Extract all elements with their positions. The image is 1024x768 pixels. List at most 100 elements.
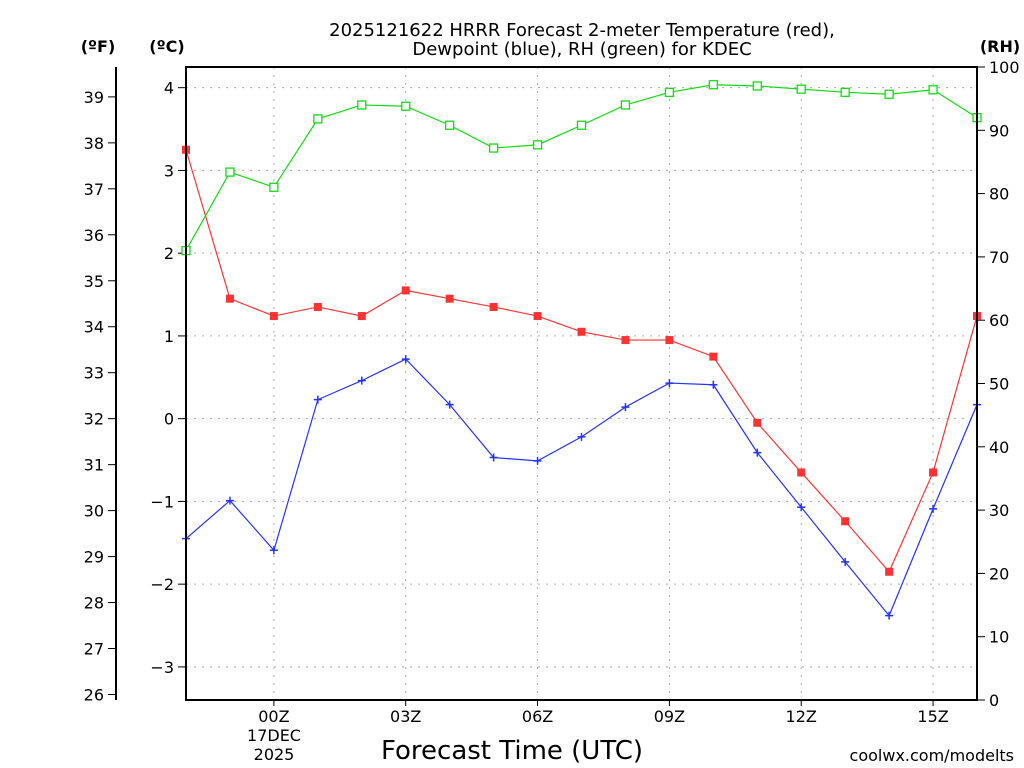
dewpoint-point	[225, 496, 234, 505]
dewpoint-point	[313, 395, 322, 404]
rh-point	[796, 84, 806, 94]
fahrenheit-tick-label: 30	[84, 502, 104, 521]
fahrenheit-tick-label: 36	[84, 226, 104, 245]
celsius-tick-label: 2	[164, 244, 174, 263]
celsius-tick-label: −3	[150, 658, 174, 677]
temperature-point	[621, 336, 630, 345]
celsius-tick-label: 3	[164, 161, 174, 180]
fahrenheit-tick-label: 31	[84, 456, 104, 475]
rh-point	[576, 120, 587, 130]
rh-point	[445, 120, 455, 130]
x-tick-label: 00Z	[258, 707, 289, 726]
rh-point	[840, 87, 850, 97]
rh-point	[225, 167, 235, 177]
x-tick-label: 12Z	[786, 707, 817, 726]
dewpoint-point	[621, 403, 630, 412]
rh-point	[884, 89, 894, 99]
dewpoint-point	[269, 546, 278, 555]
temperature-point	[489, 302, 498, 311]
celsius-tick-label: 4	[164, 79, 174, 98]
temperature-point	[533, 312, 542, 321]
temperature-point	[357, 312, 366, 321]
fahrenheit-tick-label: 32	[84, 410, 104, 429]
rh-tick-label: 70	[989, 248, 1009, 267]
rh-point	[488, 143, 499, 153]
temperature-point	[577, 327, 586, 336]
rh-tick-label: 30	[989, 501, 1009, 520]
dewpoint-line	[185, 358, 978, 617]
rh-tick-label: 10	[989, 628, 1009, 647]
chart-title-line1: 2025121622 HRRR Forecast 2-meter Tempera…	[329, 20, 835, 41]
temperature-point	[665, 336, 674, 345]
fahrenheit-tick-label: 39	[84, 88, 104, 107]
temperature-point	[313, 302, 322, 311]
fahrenheit-tick-label: 29	[84, 548, 104, 567]
rh-tick-label: 50	[989, 375, 1009, 394]
fahrenheit-tick-label: 26	[84, 685, 104, 704]
dewpoint-point	[577, 432, 586, 441]
temperature-point	[445, 294, 454, 303]
plot-frame	[185, 66, 978, 701]
fahrenheit-tick-label: 38	[84, 134, 104, 153]
fahrenheit-tick-label: 27	[84, 640, 104, 659]
dewpoint-point	[709, 380, 718, 389]
celsius-axis-label: (ºC)	[149, 37, 184, 56]
rh-tick-label: 0	[989, 691, 999, 710]
temperature-point	[753, 418, 762, 427]
rh-point	[752, 81, 762, 91]
rh-tick-label: 60	[989, 311, 1009, 330]
dewpoint-point	[445, 400, 454, 409]
dewpoint-point	[489, 453, 498, 462]
celsius-tick-label: 1	[164, 327, 174, 346]
celsius-tick-label: 0	[164, 410, 174, 429]
x-axis-title: Forecast Time (UTC)	[381, 736, 643, 766]
dewpoint-point	[797, 503, 806, 512]
temperature-point	[269, 312, 278, 321]
rh-tick-label: 40	[989, 438, 1009, 457]
rh-point	[928, 85, 938, 95]
dewpoint-point	[885, 611, 894, 620]
rh-point	[357, 100, 367, 110]
fahrenheit-tick-label: 35	[84, 272, 104, 291]
dewpoint-point	[753, 448, 762, 457]
chart-title-line2: Dewpoint (blue), RH (green) for KDEC	[412, 39, 751, 60]
temperature-point	[225, 294, 234, 303]
fahrenheit-axis-label: (ºF)	[81, 37, 116, 56]
x-tick-label: 09Z	[654, 707, 685, 726]
x-tick-label: 03Z	[390, 707, 421, 726]
rh-tick-label: 90	[989, 121, 1009, 140]
temperature-point	[401, 286, 410, 295]
celsius-tick-label: −1	[150, 492, 174, 511]
rh-line	[185, 84, 978, 251]
dewpoint-point	[401, 355, 410, 364]
x-tick-label: 06Z	[522, 707, 553, 726]
temperature-point	[885, 567, 894, 576]
rh-point	[620, 100, 631, 110]
rh-tick-label: 20	[989, 564, 1009, 583]
rh-point	[269, 182, 279, 192]
temperature-point	[797, 468, 806, 477]
date-label-day: 17DEC	[247, 726, 301, 745]
celsius-tick-label: −2	[150, 575, 174, 594]
temperature-point	[709, 352, 718, 361]
fahrenheit-tick-label: 34	[84, 318, 104, 337]
rh-point	[708, 80, 718, 90]
dewpoint-point	[929, 504, 938, 513]
date-label-year: 2025	[254, 745, 295, 764]
fahrenheit-tick-label: 28	[84, 594, 104, 613]
rh-tick-label: 80	[989, 185, 1009, 204]
temperature-line	[185, 149, 978, 573]
rh-point	[401, 101, 411, 111]
dewpoint-point	[665, 379, 674, 388]
rh-point	[532, 140, 543, 150]
rh-tick-label: 100	[989, 58, 1020, 77]
fahrenheit-tick-label: 37	[84, 180, 104, 199]
rh-axis-label: (RH)	[980, 37, 1020, 56]
fahrenheit-tick-label: 33	[84, 364, 104, 383]
rh-point	[313, 114, 323, 124]
temperature-point	[841, 517, 850, 526]
x-tick-label: 15Z	[917, 707, 948, 726]
temperature-point	[929, 468, 938, 477]
credit-text: coolwx.com/modelts	[850, 746, 1014, 765]
